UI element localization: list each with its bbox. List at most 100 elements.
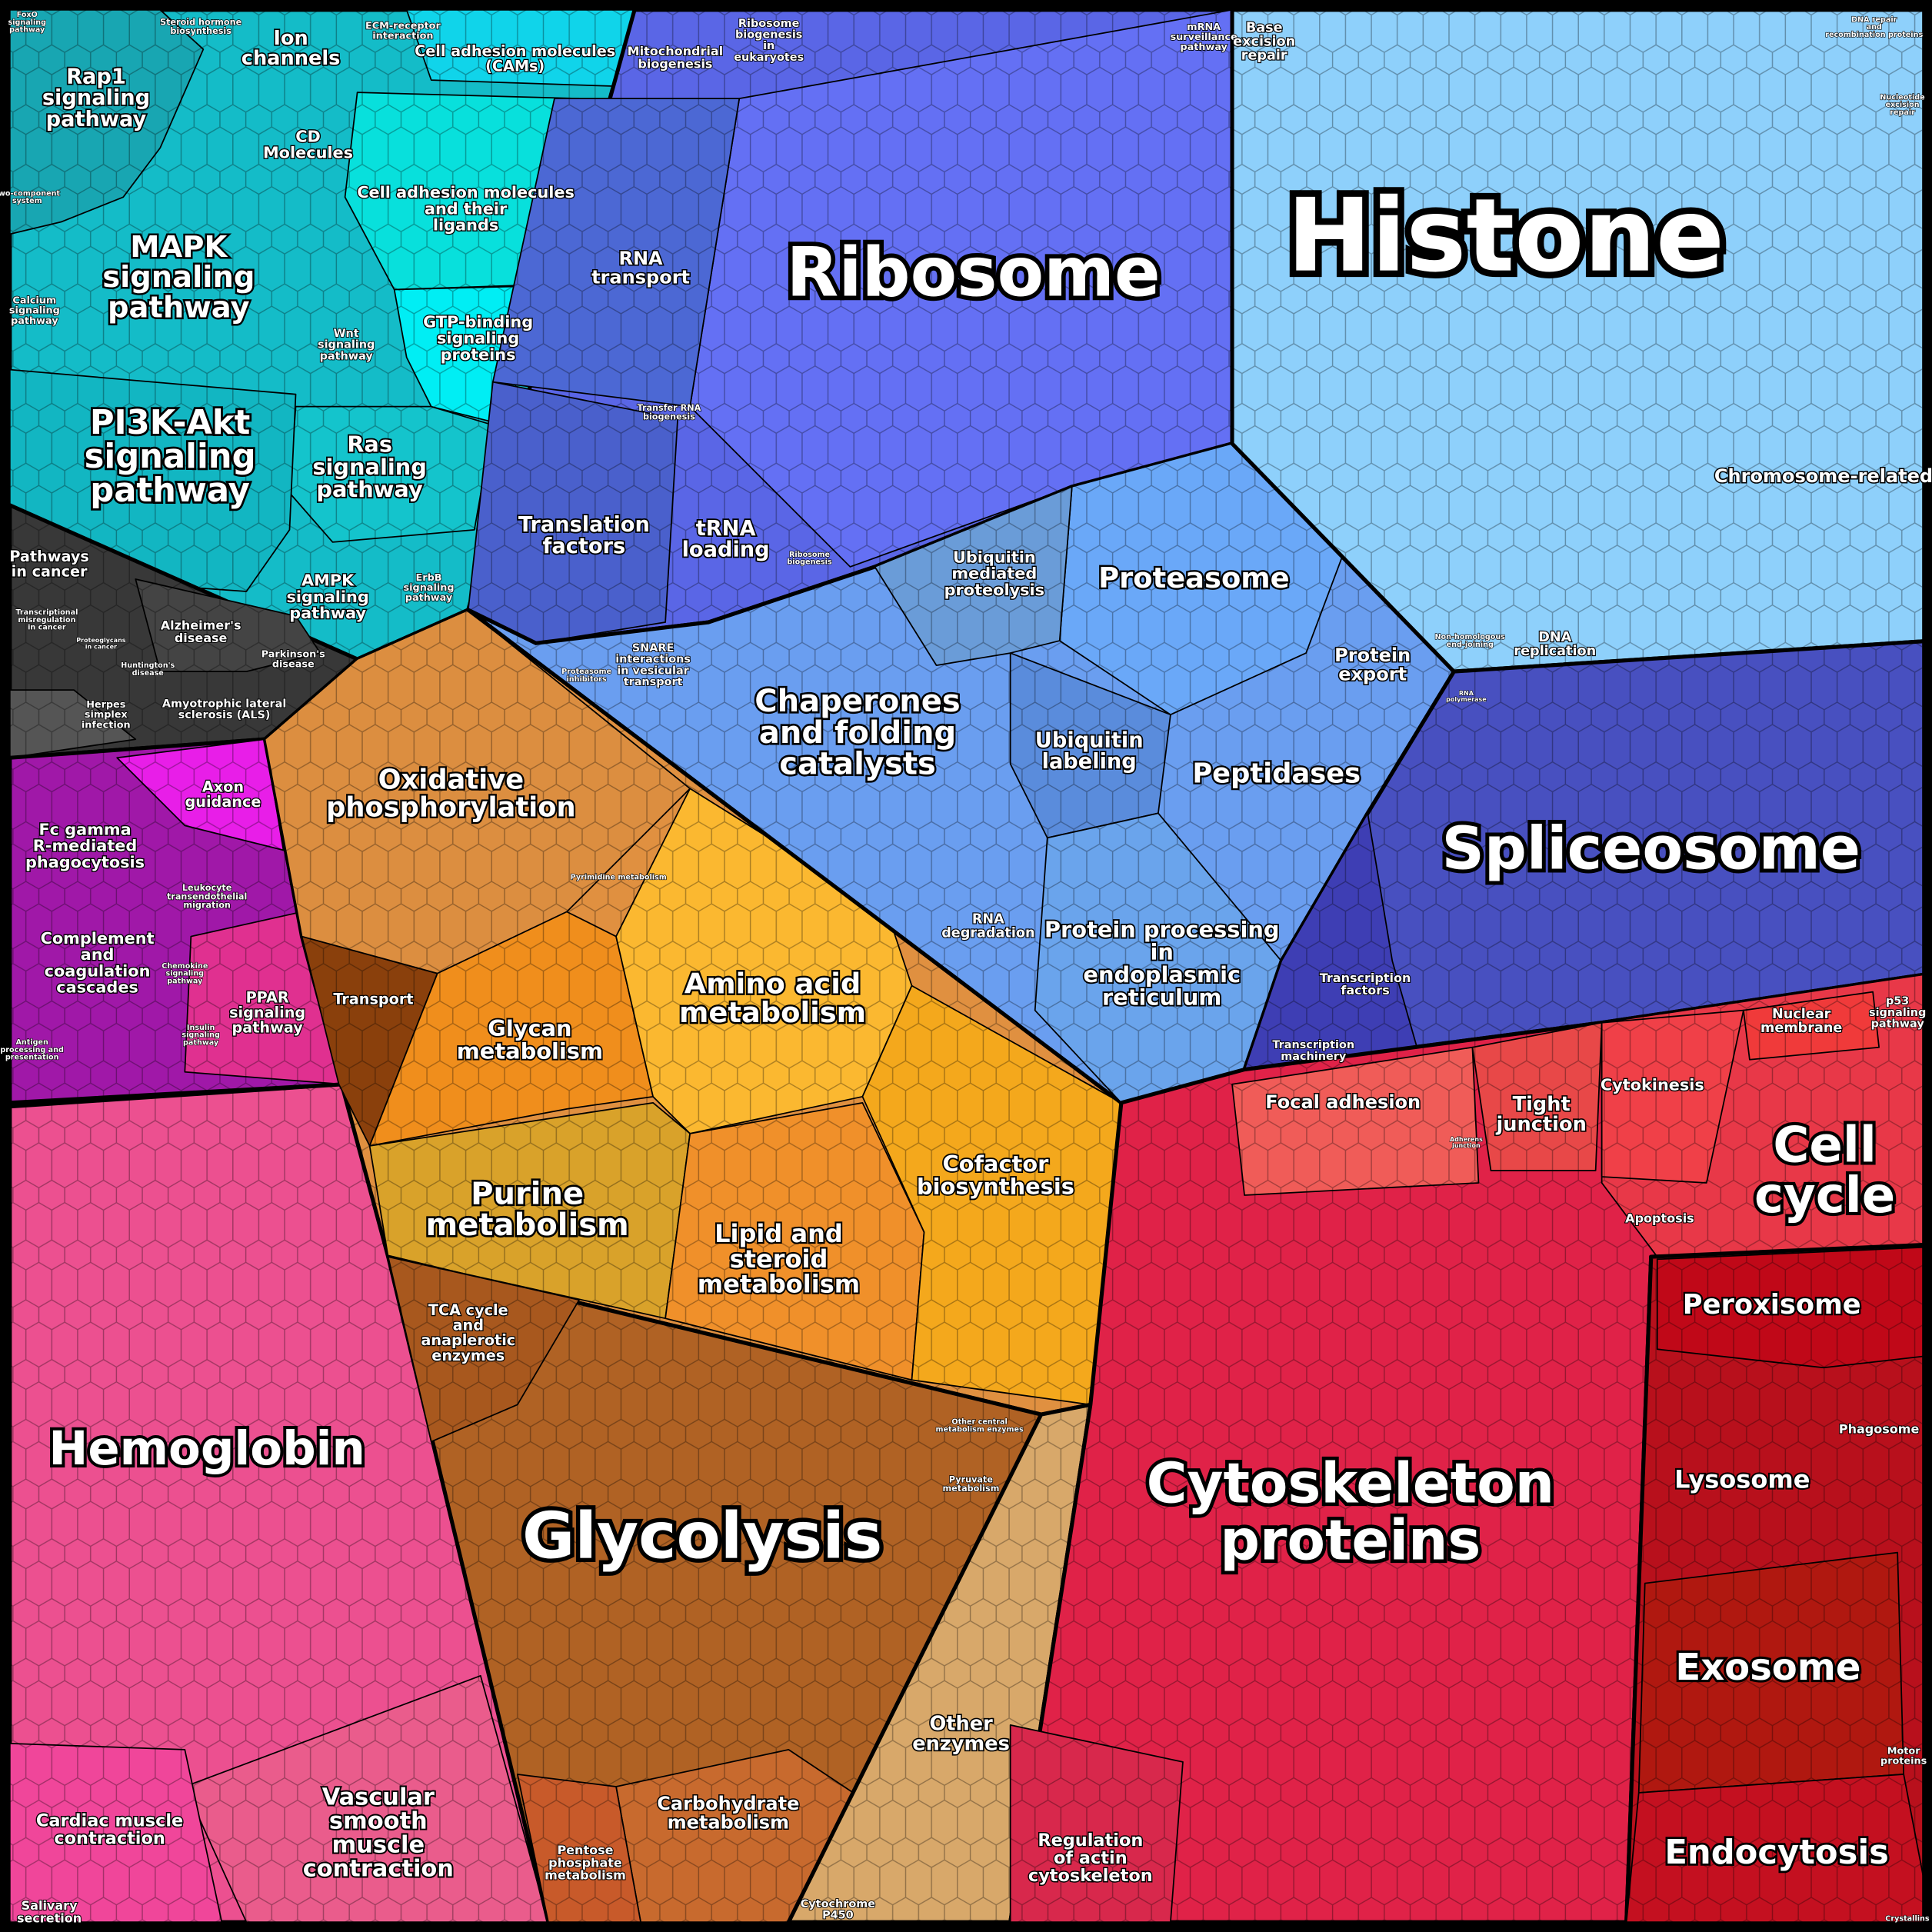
region-label: Huntington's disease xyxy=(121,661,175,678)
region-label: RNA degradation xyxy=(941,912,1034,941)
region-label: Chromosome-related xyxy=(1714,465,1932,487)
region-label: Nuclear membrane xyxy=(1760,1007,1842,1036)
region-label: MAPK signaling pathway xyxy=(102,229,255,324)
region-label: Peroxisome xyxy=(1683,1289,1861,1321)
region-label: Antigen processing and presentation xyxy=(0,1038,64,1062)
region-label: Axon guidance xyxy=(185,778,261,811)
region-label: Translation factors xyxy=(518,512,650,558)
region-label: Endocytosis xyxy=(1664,1834,1889,1872)
region-label: Focal adhesion xyxy=(1265,1091,1421,1113)
region-label: Transcriptional misregulation in cancer xyxy=(15,608,78,632)
region-label: Calcium signaling pathway xyxy=(9,295,60,326)
labels: FoxO signaling pathway Steroid hormone biosy… xyxy=(0,10,1932,1926)
region-label: Carbohydrate metabolism xyxy=(657,1793,799,1834)
region-label: Alzheimer's disease xyxy=(161,618,242,645)
region-label: Steroid hormone biosynthesis xyxy=(160,18,242,36)
region-label: Parkinson's disease xyxy=(261,648,325,670)
region-label: ECM-receptor interaction xyxy=(365,20,441,42)
region-label: Glycolysis xyxy=(522,1498,882,1573)
region-label: Ribosome xyxy=(787,232,1161,311)
region-label: Proteasome xyxy=(1098,561,1289,594)
region-label: Cell adhesion molecules (CAMs) xyxy=(415,42,615,75)
region-label: Pyrimidine metabolism xyxy=(571,874,667,882)
region-label: Herpes simplex infection xyxy=(82,699,131,731)
region-label: RNA polymerase xyxy=(1446,690,1487,703)
region-label: Tight junction xyxy=(1495,1093,1586,1136)
region-label: Pyruvate metabolism xyxy=(942,1475,999,1494)
region-label: Rap1 signaling pathway xyxy=(42,65,150,132)
region-label: ErbB signaling pathway xyxy=(404,572,455,604)
region-label: Cell adhesion molecules and their ligands xyxy=(357,183,575,234)
region-label: Nucleotide excision repair xyxy=(1880,93,1925,117)
region-label: tRNA loading xyxy=(682,516,770,561)
region-label: Ribosome biogenesis xyxy=(787,551,832,567)
region-label: Motor proteins xyxy=(1880,1745,1927,1767)
region-label: Cytokinesis xyxy=(1601,1075,1704,1094)
region-label: Other central metabolism enzymes xyxy=(936,1418,1024,1434)
region-label: Transcription factors xyxy=(1320,970,1411,997)
region-label: Salivary secretion xyxy=(17,1898,82,1925)
region-label: Transport xyxy=(333,990,413,1008)
region-label: mRNA surveillance pathway xyxy=(1171,21,1238,52)
region-label: Spliceosome xyxy=(1442,815,1860,884)
region-label: Cardiac muscle contraction xyxy=(36,1810,183,1848)
region-label: Base excision repair xyxy=(1233,20,1295,63)
region-label: Proteasome inhibitors xyxy=(561,668,611,684)
region-label: Histone xyxy=(1287,177,1724,295)
region-label: Transfer RNA biogenesis xyxy=(638,403,701,421)
region-label: DNA replication xyxy=(1514,630,1596,659)
region-label: Proteoglycans in cancer xyxy=(76,637,126,650)
region-label: Cytochrome P450 xyxy=(801,1898,876,1922)
region-label: Exosome xyxy=(1675,1646,1860,1689)
region-label: Cofactor biosynthesis xyxy=(917,1151,1074,1199)
region-label: Ubiquitin mediated proteolysis xyxy=(944,548,1044,598)
region-label: Chemokine signaling pathway xyxy=(162,962,208,986)
region-label: Insulin signaling pathway xyxy=(182,1024,220,1048)
region-label: Glycan metabolism xyxy=(457,1015,603,1064)
region-label: Amino acid metabolism xyxy=(679,967,866,1029)
region-label: Purine metabolism xyxy=(426,1176,629,1243)
region-label: Fc gamma R-mediated phagocytosis xyxy=(25,820,145,871)
region-label: Pentose phosphate metabolism xyxy=(545,1842,626,1882)
region-label: Pathways in cancer xyxy=(9,547,89,580)
region-label: RNA transport xyxy=(591,248,690,288)
region-label: Ion channels xyxy=(242,27,341,70)
region-label: Peptidases xyxy=(1192,758,1361,790)
region-label: Oxidative phosphorylation xyxy=(326,764,575,823)
region-label: Two-component system xyxy=(0,189,60,205)
region-label: Vascular smooth muscle contraction xyxy=(303,1784,454,1882)
region-label: PPAR signaling pathway xyxy=(229,988,305,1036)
region-label: Phagosome xyxy=(1839,1421,1920,1436)
region-label: Protein processing in endoplasmic reticulum xyxy=(1044,916,1280,1010)
region-label: AMPK signaling pathway xyxy=(287,571,369,622)
region-label: TCA cycle and anaplerotic enzymes xyxy=(421,1301,515,1364)
region-label: Regulation of actin cytoskeleton xyxy=(1028,1830,1153,1886)
region-label: Hemoglobin xyxy=(48,1421,365,1476)
region-label: Ubiquitin labeling xyxy=(1035,728,1144,774)
region-label: Protein export xyxy=(1334,645,1411,685)
region-label: Other enzymes xyxy=(912,1713,1010,1756)
region-label: p53 signaling pathway xyxy=(1869,995,1926,1030)
region-label: PI3K-Akt signaling pathway xyxy=(85,403,256,509)
region-label: DNA repair and recombination proteins xyxy=(1825,15,1923,39)
region-label: Complement and coagulation cascades xyxy=(41,929,155,997)
region-label: Cell cycle xyxy=(1754,1117,1895,1224)
region-label: Chaperones and folding catalysts xyxy=(754,684,961,782)
region-label: Crystallins xyxy=(1885,1914,1930,1923)
region-label: Transcription machinery xyxy=(1272,1039,1354,1063)
region-label: Lipid and steroid metabolism xyxy=(698,1219,860,1298)
region-label: CD Molecules xyxy=(263,127,353,162)
region-label: Ras signaling pathway xyxy=(312,431,427,502)
region-label: Lysosome xyxy=(1674,1465,1810,1494)
region-label: Leukocyte transendothelial migration xyxy=(167,883,247,911)
region-label: Non-homologous end-joining xyxy=(1435,633,1506,649)
region-label: SNARE interactions in vesicular transport xyxy=(615,642,691,688)
region-label: Apoptosis xyxy=(1625,1211,1694,1225)
cell-texture xyxy=(9,9,1923,1923)
region-label: Mitochondrial biogenesis xyxy=(628,44,724,71)
region-label: Cytoskeleton proteins xyxy=(1147,1452,1555,1574)
region-label: Adherens junction xyxy=(1450,1136,1483,1149)
region-label: Wnt signaling pathway xyxy=(318,328,375,362)
